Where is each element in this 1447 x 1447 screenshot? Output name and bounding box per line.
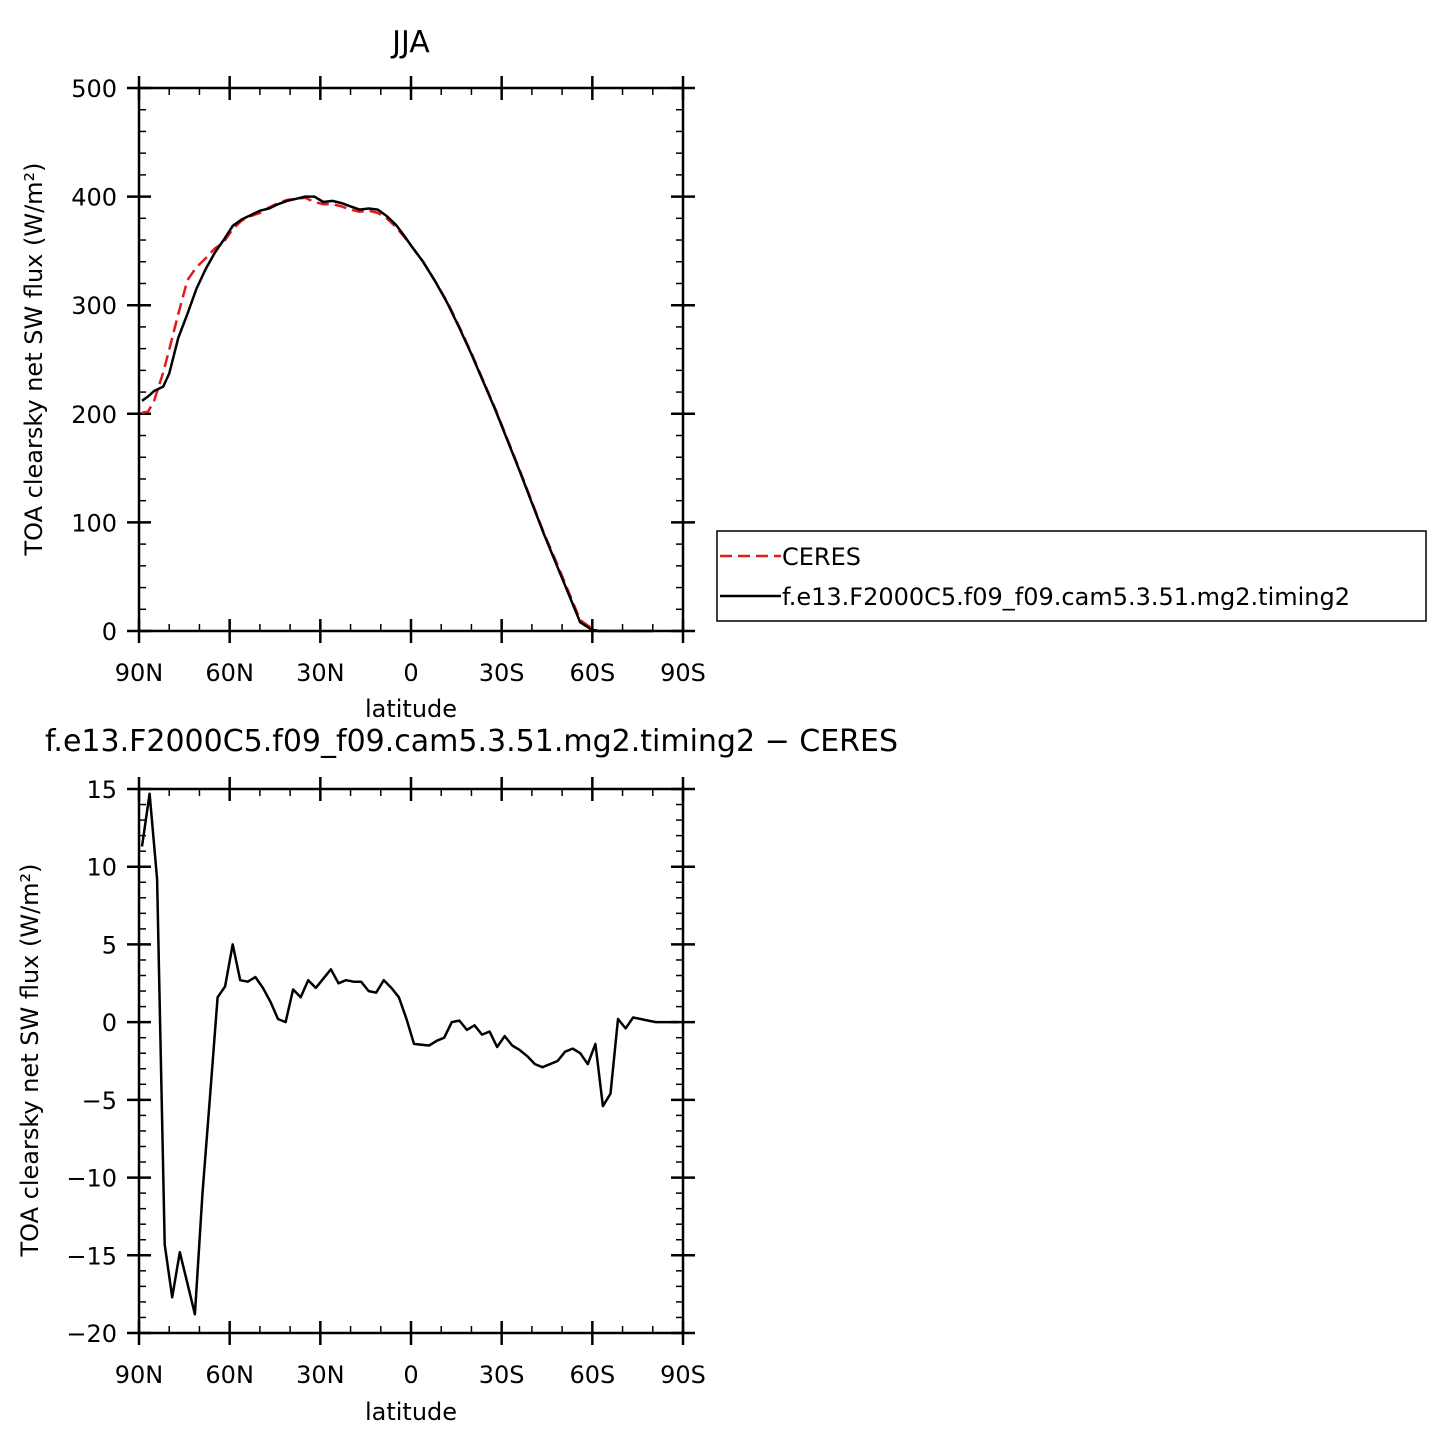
bottom-x-tick-label: 30N	[296, 1361, 345, 1389]
bottom-y-tick-label: 15	[86, 776, 117, 804]
top-series-line-0	[141, 196, 653, 633]
top-y-axis-title: TOA clearsky net SW flux (W/m²)	[20, 162, 48, 556]
top-y-tick-label: 0	[102, 618, 117, 646]
top-x-tick-label: 0	[403, 659, 418, 687]
bottom-y-tick-label: 0	[102, 1009, 117, 1037]
top-y-tick-label: 500	[71, 75, 117, 103]
legend-label-ceres: CERES	[782, 543, 861, 571]
top-x-tick-label: 30N	[296, 659, 345, 687]
top-x-tick-label: 30S	[479, 659, 525, 687]
top-panel: JJA 90N 60N 30N 0 30S 60S 90S0100200300400500 …	[20, 25, 1427, 723]
legend-box	[716, 530, 1427, 622]
legend-label-model: f.e13.F2000C5.f09_f09.cam5.3.51.mg2.timi…	[782, 583, 1350, 611]
bottom-x-tick-label: 0	[403, 1361, 418, 1389]
bottom-plot-frame	[137, 787, 685, 1335]
bottom-plot-title: f.e13.F2000C5.f09_f09.cam5.3.51.mg2.timi…	[45, 724, 898, 759]
top-x-tick-label: 90S	[660, 659, 706, 687]
bottom-y-tick-label: 10	[86, 854, 117, 882]
legend: CERES f.e13.F2000C5.f09_f09.cam5.3.51.mg…	[716, 530, 1427, 622]
top-y-tick-label: 200	[71, 401, 117, 429]
bottom-y-axis-title: TOA clearsky net SW flux (W/m²)	[16, 863, 44, 1257]
bottom-x-tick-label: 90S	[660, 1361, 706, 1389]
top-y-tick-label: 400	[71, 184, 117, 212]
bottom-series	[140, 792, 679, 1316]
bottom-x-axis-title: latitude	[365, 1398, 457, 1426]
top-series-line-1	[141, 195, 653, 633]
top-x-axis-title: latitude	[365, 695, 457, 723]
top-x-tick-label: 60N	[205, 659, 254, 687]
bottom-x-tick-label: 60N	[205, 1361, 254, 1389]
top-series	[141, 195, 653, 633]
top-tick-labels: 90N 60N 30N 0 30S 60S 90S 0 100 200 300 400 500	[71, 75, 706, 687]
top-y-tick-label: 100	[71, 509, 117, 537]
bottom-y-tick-label: 5	[102, 931, 117, 959]
top-x-tick-label: 90N	[115, 659, 164, 687]
bottom-x-tick-label: 30S	[479, 1361, 525, 1389]
bottom-x-tick-label: 90N	[115, 1361, 164, 1389]
bottom-y-tick-label: −10	[66, 1165, 117, 1193]
bottom-y-tick-label: −15	[66, 1242, 117, 1270]
top-ticks	[127, 76, 695, 643]
top-x-tick-label: 60S	[569, 659, 615, 687]
bottom-series-line-0	[140, 792, 679, 1316]
bottom-panel: f.e13.F2000C5.f09_f09.cam5.3.51.mg2.timi…	[16, 724, 898, 1426]
bottom-y-tick-label: −20	[66, 1320, 117, 1348]
bottom-x-tick-label: 60S	[569, 1361, 615, 1389]
top-plot-frame	[137, 86, 685, 633]
top-plot-title: JJA	[390, 25, 430, 60]
bottom-tick-labels: 90N 60N 30N 0 30S 60S 90S −20 −15 −10 −5 0 5 10 15	[66, 776, 706, 1389]
bottom-y-tick-label: −5	[82, 1087, 117, 1115]
top-y-tick-label: 300	[71, 292, 117, 320]
